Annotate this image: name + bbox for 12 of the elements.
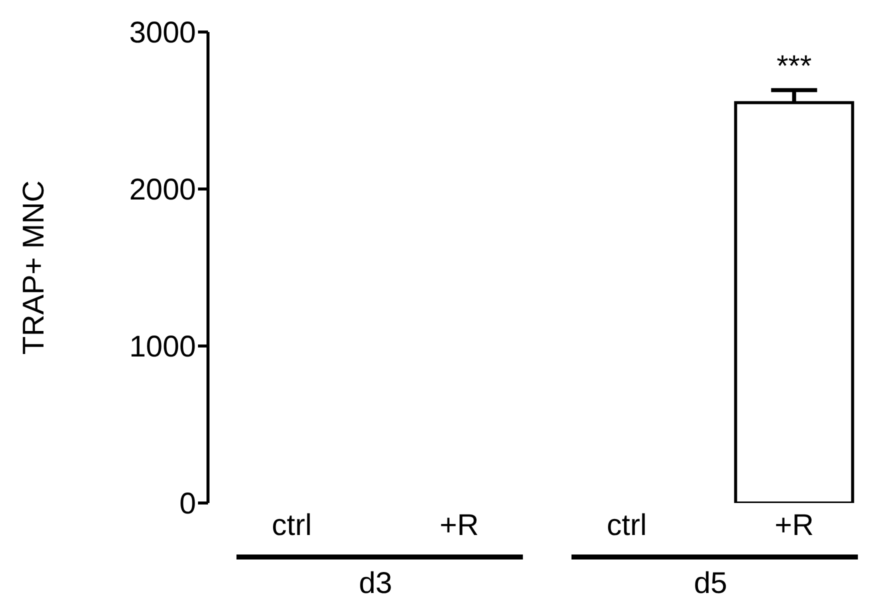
y-axis-title: TRAP+ MNC (18, 180, 51, 355)
y-tick-label: 0 (179, 488, 196, 521)
y-tick-label: 3000 (129, 16, 196, 50)
x-tick-label: ctrl (272, 509, 312, 542)
y-tick-label: 2000 (129, 174, 196, 207)
x-tick-label: +R (440, 509, 479, 542)
x-tick-label: +R (774, 509, 814, 542)
y-tick-label: 1000 (129, 330, 196, 364)
text: d5 (694, 567, 728, 600)
text: d3 (358, 567, 392, 600)
x-tick-label: ctrl (606, 509, 647, 542)
annotation: *** (776, 50, 812, 84)
